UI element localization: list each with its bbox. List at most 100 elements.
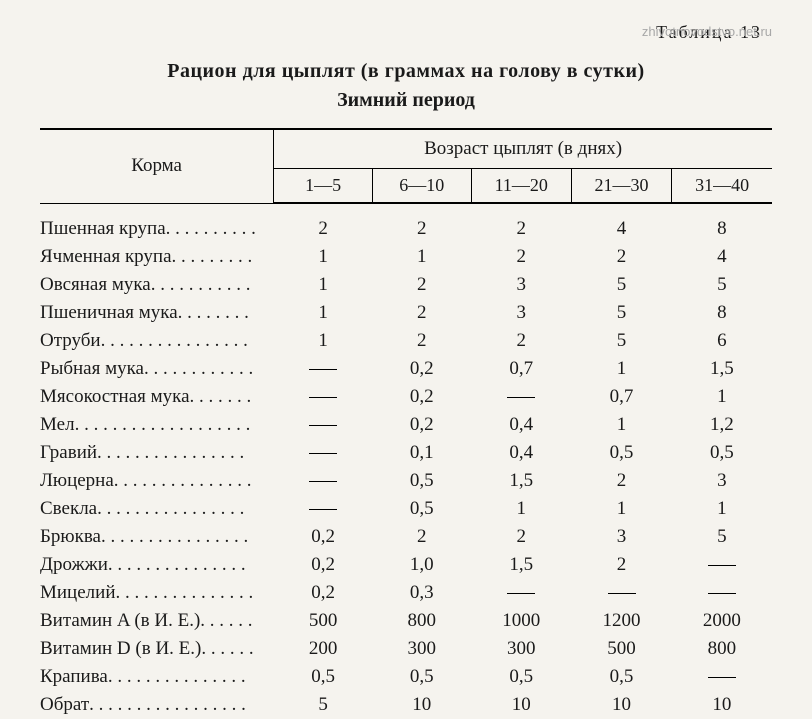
value-cell: 3 — [471, 299, 571, 327]
value-cell: 1 — [372, 243, 471, 271]
dash-icon — [309, 425, 337, 426]
table-row: Пшенная крупа . . . . . . . . . . 22248 — [40, 203, 772, 243]
value-cell: 2 — [571, 551, 671, 579]
value-cell: 1 — [571, 495, 671, 523]
value-cell: 1 — [274, 243, 373, 271]
value-cell: 0,2 — [274, 551, 373, 579]
value-cell: 2 — [372, 271, 471, 299]
value-cell: 10 — [571, 691, 671, 719]
leader-dots: . . . . . . . — [190, 386, 252, 408]
dash-icon — [309, 509, 337, 510]
value-cell: 0,5 — [372, 663, 471, 691]
table-row: Обрат . . . . . . . . . . . . . . . . . … — [40, 691, 772, 719]
dash-icon — [608, 593, 636, 594]
leader-dots: . . . . . . . . . . . . . . . — [108, 666, 246, 688]
value-cell: 1 — [274, 327, 373, 355]
leader-dots: . . . . . . . . . . . . — [144, 358, 253, 380]
leader-dots: . . . . . . . . . . . . . . . — [108, 554, 246, 576]
leader-dots: . . . . . . . . . . . — [151, 274, 251, 296]
value-cell: 1200 — [571, 607, 671, 635]
table-row: Витамин A (в И. Е.) . . . . . . 50080010… — [40, 607, 772, 635]
value-cell: 1,5 — [471, 551, 571, 579]
feed-name-cell: Крапива . . . . . . . . . . . . . . . — [40, 663, 274, 691]
title-line-1: Рацион для цыплят (в граммах на голову в… — [40, 60, 772, 83]
value-cell — [471, 579, 571, 607]
value-cell: 2 — [571, 243, 671, 271]
table-row: Люцерна . . . . . . . . . . . . . . . 0,… — [40, 467, 772, 495]
value-cell — [672, 663, 772, 691]
value-cell — [274, 439, 373, 467]
value-cell: 1,5 — [672, 355, 772, 383]
value-cell: 1 — [571, 355, 671, 383]
value-cell: 0,5 — [571, 439, 671, 467]
col-header-age-group: Возраст цыплят (в днях) — [274, 129, 772, 169]
value-cell: 2 — [372, 203, 471, 243]
dash-icon — [309, 453, 337, 454]
value-cell: 4 — [672, 243, 772, 271]
feed-name-cell: Гравий . . . . . . . . . . . . . . . . — [40, 439, 274, 467]
value-cell: 6 — [672, 327, 772, 355]
title-line-2: Зимний период — [40, 89, 772, 112]
dash-icon — [708, 565, 736, 566]
leader-dots: . . . . . . . . . . — [166, 218, 256, 240]
dash-icon — [507, 593, 535, 594]
value-cell: 3 — [672, 467, 772, 495]
feed-name-cell: Брюква . . . . . . . . . . . . . . . . — [40, 523, 274, 551]
value-cell: 8 — [672, 299, 772, 327]
dash-icon — [507, 397, 535, 398]
table-row: Ячменная крупа . . . . . . . . . 11224 — [40, 243, 772, 271]
dash-icon — [708, 677, 736, 678]
age-col-1: 6—10 — [372, 169, 471, 204]
value-cell: 2 — [372, 523, 471, 551]
table-row: Свекла . . . . . . . . . . . . . . . . 0… — [40, 495, 772, 523]
value-cell: 5 — [672, 523, 772, 551]
value-cell: 0,2 — [274, 523, 373, 551]
leader-dots: . . . . . . . . . . . . . . . — [114, 470, 252, 492]
value-cell: 2 — [471, 523, 571, 551]
feed-name-cell: Рыбная мука . . . . . . . . . . . . — [40, 355, 274, 383]
feed-name-cell: Овсяная мука . . . . . . . . . . . — [40, 271, 274, 299]
value-cell: 2 — [471, 243, 571, 271]
value-cell — [471, 383, 571, 411]
value-cell: 1 — [571, 411, 671, 439]
dash-icon — [309, 481, 337, 482]
age-col-2: 11—20 — [471, 169, 571, 204]
feed-name-cell: Мясокостная мука . . . . . . . — [40, 383, 274, 411]
leader-dots: . . . . . . . . — [178, 302, 249, 324]
value-cell: 0,2 — [274, 579, 373, 607]
feed-name-cell: Пшенная крупа . . . . . . . . . . — [40, 203, 274, 243]
value-cell: 10 — [672, 691, 772, 719]
feed-name-cell: Мицелий . . . . . . . . . . . . . . . — [40, 579, 274, 607]
table-body: Пшенная крупа . . . . . . . . . . 22248Я… — [40, 203, 772, 719]
value-cell: 300 — [471, 635, 571, 663]
value-cell: 0,5 — [274, 663, 373, 691]
col-header-feed: Корма — [40, 129, 274, 203]
feed-name-cell: Дрожжи . . . . . . . . . . . . . . . — [40, 551, 274, 579]
value-cell: 5 — [571, 271, 671, 299]
value-cell — [274, 467, 373, 495]
value-cell: 1 — [672, 383, 772, 411]
age-col-3: 21—30 — [571, 169, 671, 204]
value-cell: 0,5 — [672, 439, 772, 467]
value-cell: 5 — [672, 271, 772, 299]
value-cell: 2 — [372, 299, 471, 327]
leader-dots: . . . . . . . . . . . . . . . . — [101, 330, 248, 352]
value-cell: 2 — [372, 327, 471, 355]
value-cell: 0,4 — [471, 439, 571, 467]
table-row: Дрожжи . . . . . . . . . . . . . . . 0,2… — [40, 551, 772, 579]
table-row: Витамин D (в И. Е.) . . . . . . 20030030… — [40, 635, 772, 663]
feed-name-cell: Ячменная крупа . . . . . . . . . — [40, 243, 274, 271]
dash-icon — [309, 397, 337, 398]
leader-dots: . . . . . . . . . . . . . . . . — [97, 442, 244, 464]
value-cell: 2 — [471, 327, 571, 355]
value-cell: 5 — [571, 299, 671, 327]
value-cell: 0,4 — [471, 411, 571, 439]
leader-dots: . . . . . . — [201, 638, 253, 660]
value-cell: 1 — [471, 495, 571, 523]
value-cell: 200 — [274, 635, 373, 663]
value-cell: 800 — [672, 635, 772, 663]
table-row: Отруби . . . . . . . . . . . . . . . . 1… — [40, 327, 772, 355]
age-col-0: 1—5 — [274, 169, 373, 204]
dash-icon — [309, 369, 337, 370]
value-cell — [672, 579, 772, 607]
